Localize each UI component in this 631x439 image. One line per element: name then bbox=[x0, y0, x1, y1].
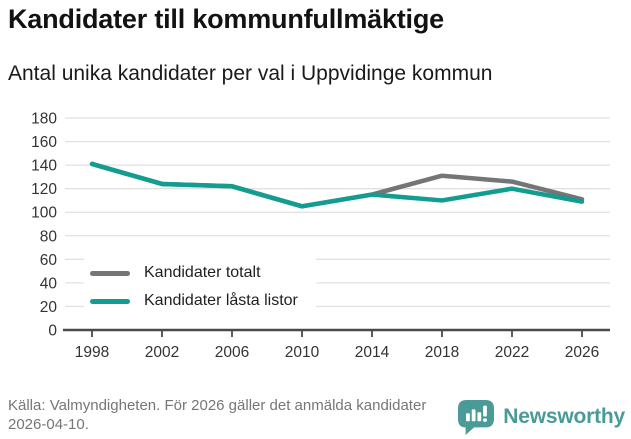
x-tick-label: 2002 bbox=[145, 344, 179, 361]
y-tick-label: 140 bbox=[31, 158, 57, 175]
y-tick-label: 100 bbox=[31, 205, 57, 222]
x-tick-label: 2022 bbox=[495, 344, 529, 361]
legend-item-locked-lists: Kandidater låsta listor bbox=[90, 287, 298, 315]
x-tick-label: 2010 bbox=[285, 344, 320, 361]
y-tick-label: 0 bbox=[48, 323, 57, 340]
legend-label-total: Kandidater totalt bbox=[144, 264, 261, 281]
legend: Kandidater totalt Kandidater låsta listo… bbox=[84, 255, 316, 321]
newsworthy-logo: Newsworthy bbox=[457, 399, 625, 435]
x-tick-label: 2018 bbox=[425, 344, 459, 361]
line-chart: 0 20 40 60 80 100 120 140 160 180 1998 2002 2006 2010… bbox=[0, 105, 631, 370]
series-line-1 bbox=[89, 161, 585, 209]
y-tick-label: 180 bbox=[31, 111, 57, 128]
chart-subtitle: Antal unika kandidater per val i Uppvidi… bbox=[8, 62, 493, 85]
x-tick-label: 2026 bbox=[565, 344, 599, 361]
x-tick-label: 1998 bbox=[75, 344, 109, 361]
y-tick-label: 60 bbox=[40, 252, 58, 269]
y-tick-label: 20 bbox=[40, 299, 58, 316]
legend-label-locked-lists: Kandidater låsta listor bbox=[144, 292, 298, 309]
legend-swatch-total bbox=[90, 270, 130, 276]
brand-name: Newsworthy bbox=[503, 405, 625, 428]
x-tick-label: 2006 bbox=[215, 344, 249, 361]
legend-swatch-locked-lists bbox=[90, 298, 130, 304]
legend-item-total: Kandidater totalt bbox=[90, 259, 298, 287]
y-tick-label: 120 bbox=[31, 181, 57, 198]
chart-canvas: 0 20 40 60 80 100 120 140 160 180 1998 2002 2006 2010… bbox=[31, 111, 610, 361]
y-tick-label: 40 bbox=[40, 275, 58, 292]
x-tick-label: 2014 bbox=[355, 344, 390, 361]
y-tick-label: 80 bbox=[40, 228, 58, 245]
source-note: Källa: Valmyndigheten. För 2026 gäller d… bbox=[8, 397, 427, 434]
page-title: Kandidater till kommunfullmäktige bbox=[8, 4, 444, 34]
footer: Källa: Valmyndigheten. För 2026 gäller d… bbox=[8, 396, 627, 435]
y-tick-label: 160 bbox=[31, 134, 57, 151]
newsworthy-chat-chart-icon bbox=[458, 399, 495, 435]
